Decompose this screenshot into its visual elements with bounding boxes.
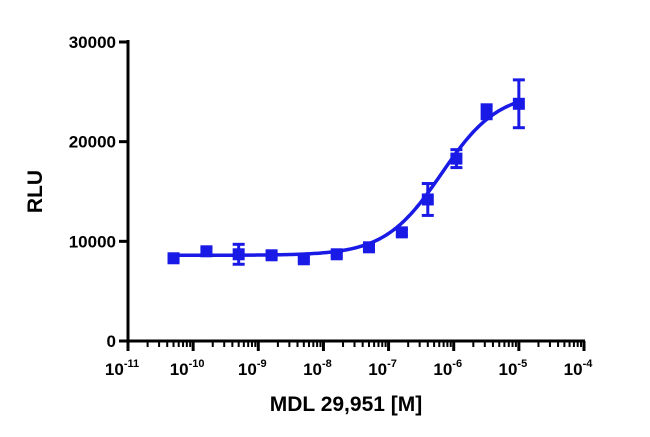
data-point [480,103,493,121]
data-point [512,78,525,130]
x-tick-label: 10-6 [433,358,462,379]
point-marker [330,248,343,261]
data-point [395,226,408,239]
x-tick-exponent: -6 [452,358,462,370]
x-tick-label: 10-9 [238,358,267,379]
data-point [232,242,245,266]
x-tick-label: 10-7 [368,358,397,379]
point-marker [265,249,278,262]
point-marker [512,97,525,110]
point-marker [450,152,463,165]
point-marker [232,248,245,261]
x-tick-label: 10-11 [105,358,139,379]
data-point [330,248,343,261]
x-tick-base: 10 [238,360,257,379]
point-marker [200,245,213,258]
x-tick-exponent: -11 [124,358,139,370]
data-point [450,148,463,170]
y-axis-title: RLU [24,170,47,213]
x-tick-label: 10-8 [303,358,332,379]
x-tick-exponent: -8 [322,358,332,370]
x-tick-exponent: -10 [189,358,205,370]
data-point [265,249,278,262]
x-tick-base: 10 [433,360,452,379]
y-ticks: 0 10000 20000 30000 [69,33,128,351]
y-tick-label: 30000 [69,33,116,52]
point-marker [167,252,180,265]
data-point [200,245,213,258]
point-marker [297,253,310,266]
x-tick-label: 10-5 [499,358,528,379]
point-marker [421,193,434,206]
x-tick-base: 10 [564,360,583,379]
x-ticks: 10-11 10-10 10-9 10-8 10-7 10-6 10-5 10-4 [105,341,593,379]
fit-curve-layer [173,100,520,258]
x-tick-base: 10 [303,360,322,379]
x-tick-exponent: -7 [387,358,397,370]
data-point [167,252,180,265]
y-tick-label: 10000 [69,232,116,251]
x-axis-title: MDL 29,951 [M] [270,393,423,416]
data-point [421,182,434,217]
x-tick-base: 10 [499,360,518,379]
fit-curve [173,100,520,258]
data-point [362,241,375,254]
x-tick-base: 10 [105,360,124,379]
axes [126,40,585,343]
y-tick-label: 0 [107,332,116,351]
x-tick-base: 10 [368,360,387,379]
x-tick-exponent: -5 [517,358,527,370]
point-marker [362,241,375,254]
point-marker [395,226,408,239]
x-tick-exponent: -9 [257,358,267,370]
data-point [297,253,310,266]
x-tick-base: 10 [170,360,189,379]
x-tick-label: 10-4 [564,358,594,379]
point-marker [480,105,493,118]
x-tick-label: 10-10 [170,358,205,379]
data-points-layer [167,78,525,266]
x-tick-exponent: -4 [583,358,594,370]
y-tick-label: 20000 [69,133,116,152]
